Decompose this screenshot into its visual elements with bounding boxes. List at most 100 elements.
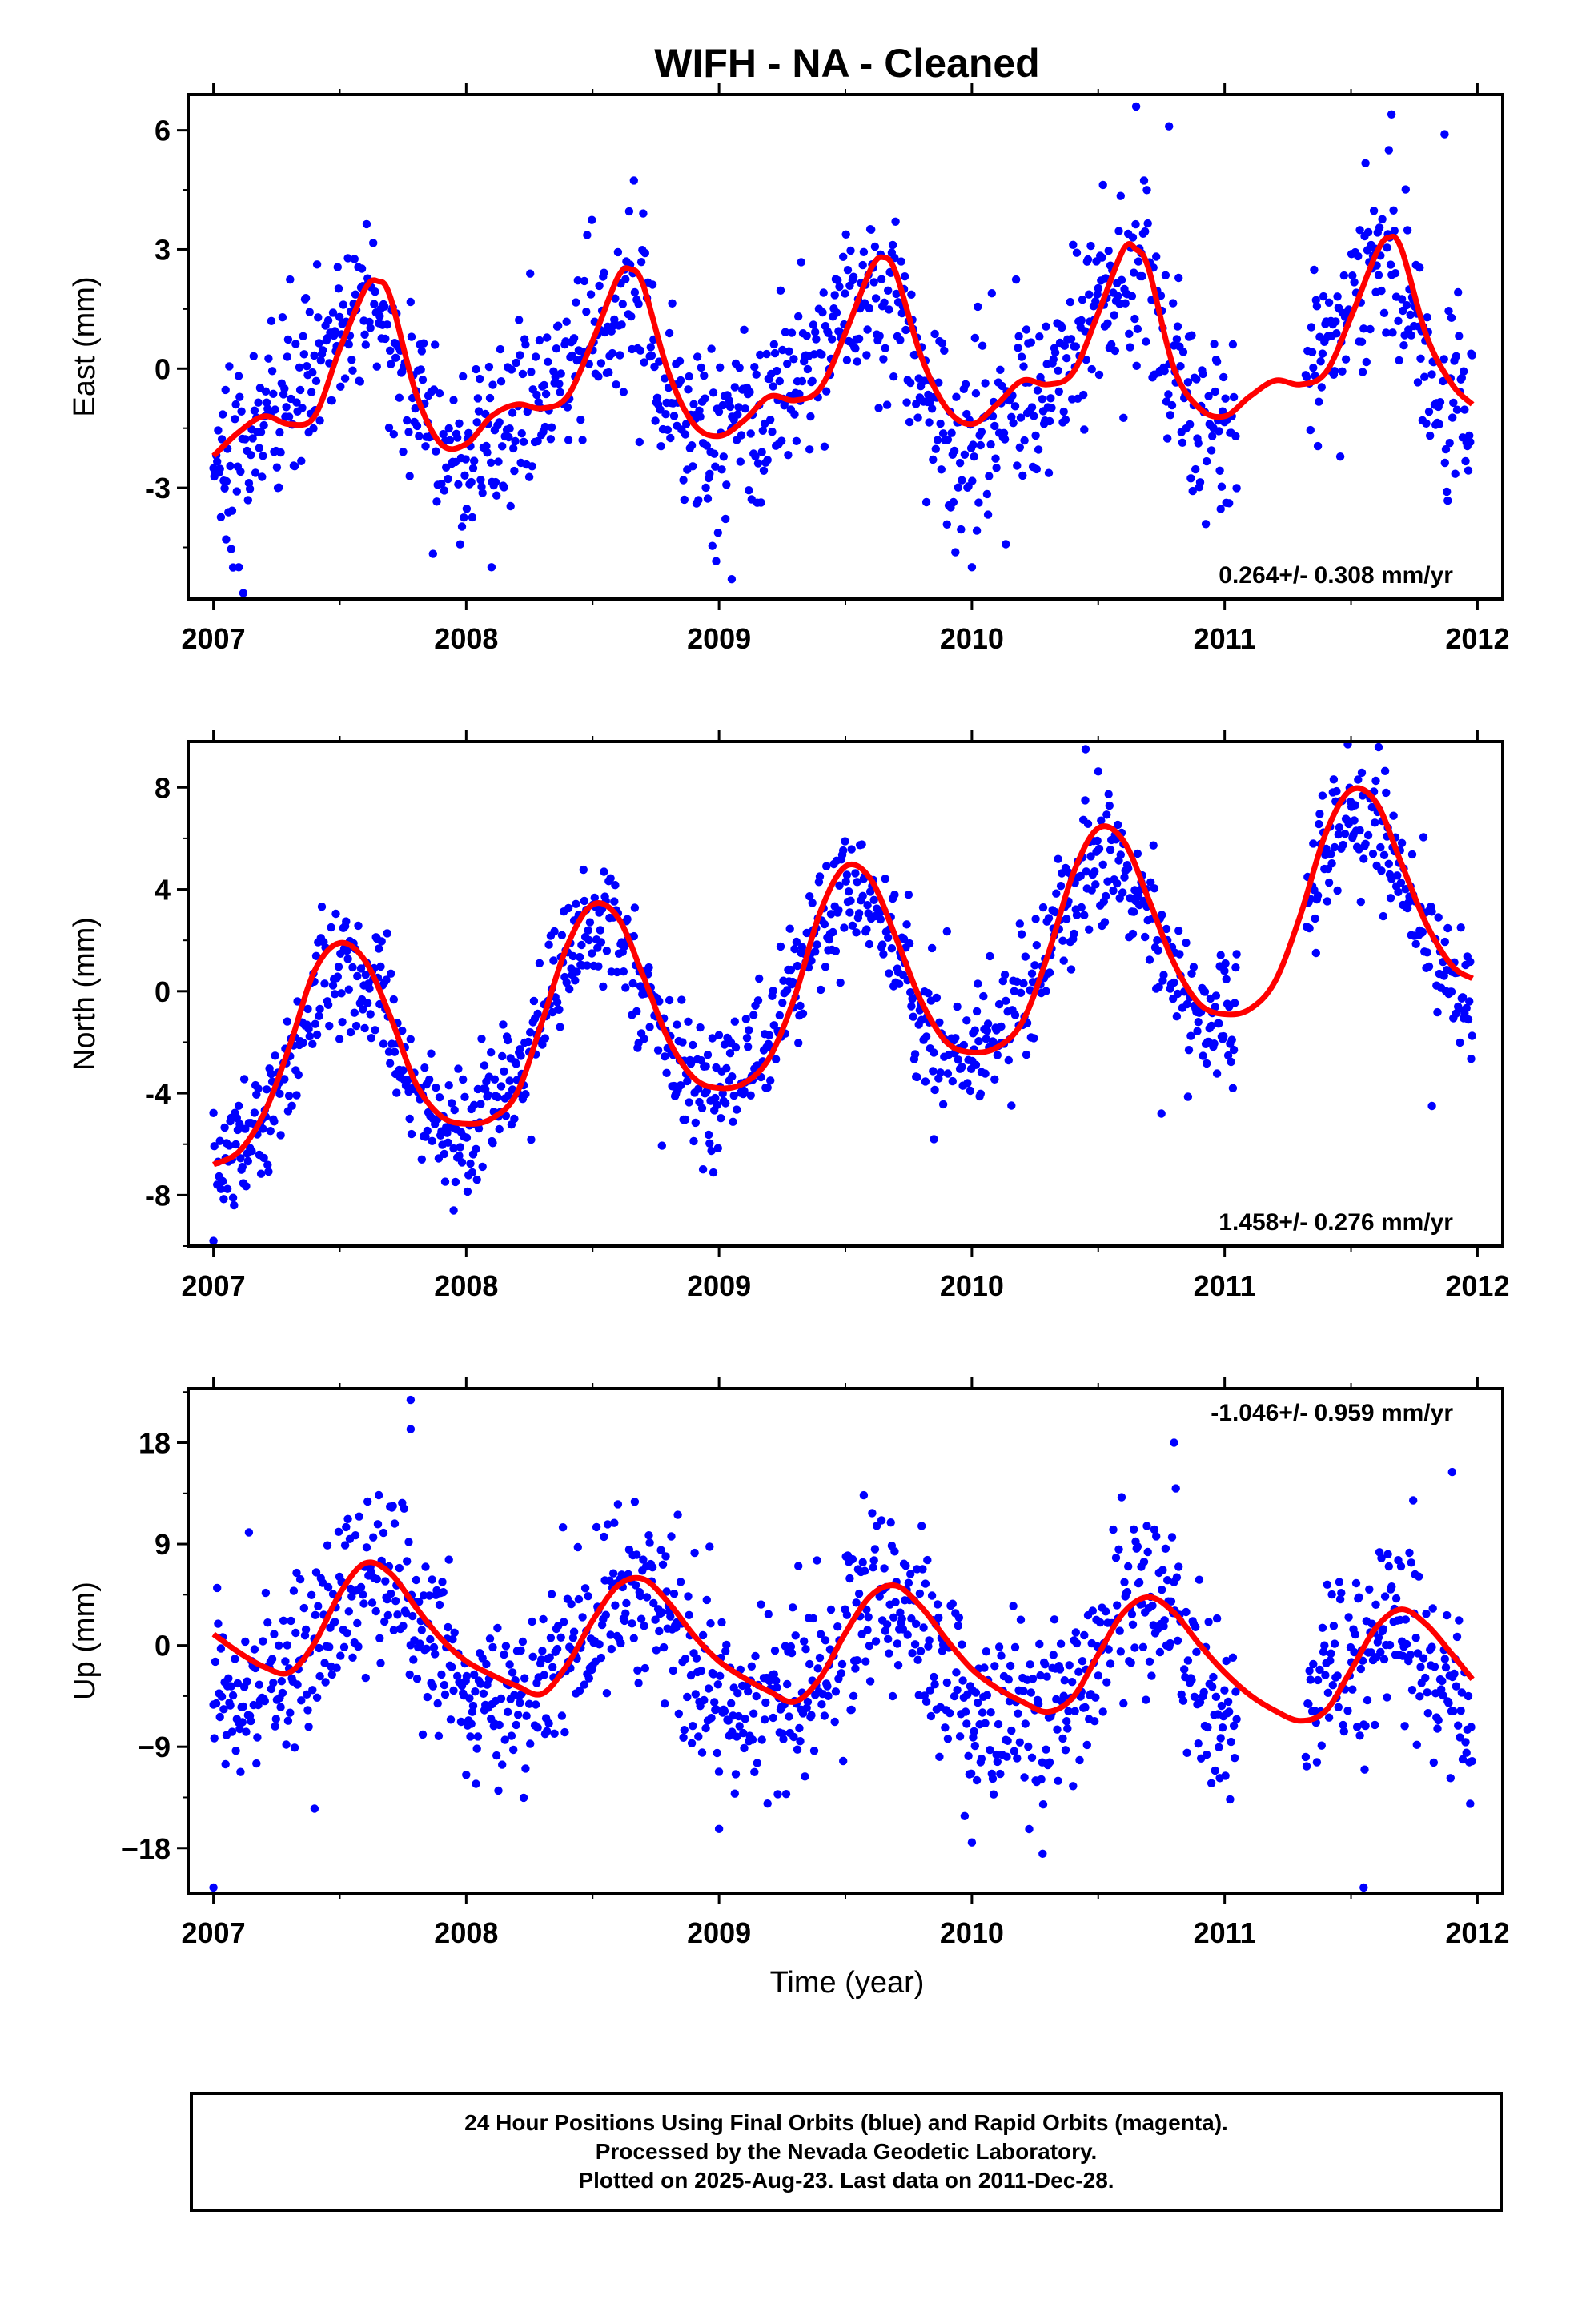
east-point	[516, 351, 524, 360]
up-point	[1231, 1754, 1239, 1763]
up-point	[261, 1588, 271, 1598]
up-point	[960, 1811, 970, 1820]
east-point	[843, 266, 853, 275]
east-point	[938, 339, 947, 348]
up-point	[1036, 1671, 1045, 1680]
north-point	[1377, 866, 1386, 875]
east-point	[507, 365, 516, 374]
east-point	[347, 356, 356, 364]
north-point	[331, 990, 339, 999]
up-point	[1413, 1649, 1423, 1658]
east-point	[702, 441, 711, 450]
north-point	[1032, 941, 1042, 950]
north-point	[516, 1045, 524, 1054]
north-point	[365, 984, 374, 993]
up-point	[986, 1708, 995, 1717]
east-point	[830, 291, 839, 300]
up-point	[1385, 1640, 1395, 1650]
north-point	[813, 940, 821, 949]
north-point	[562, 978, 571, 987]
north-point	[565, 984, 574, 994]
up-point	[860, 1566, 869, 1575]
east-point	[853, 357, 861, 366]
up-point	[656, 1546, 665, 1554]
up-point	[361, 1673, 370, 1683]
east-y-tick-label: -3	[145, 472, 171, 505]
east-point	[913, 413, 922, 422]
east-point	[1009, 419, 1018, 428]
up-point	[375, 1490, 383, 1500]
north-point	[1229, 1045, 1239, 1055]
north-point	[1215, 1019, 1223, 1028]
up-point	[658, 1560, 668, 1570]
up-point	[1319, 1647, 1328, 1656]
east-point	[1439, 376, 1447, 386]
north-point	[1066, 965, 1076, 974]
east-point	[1366, 324, 1375, 334]
up-point	[733, 1732, 741, 1741]
up-point	[837, 1669, 846, 1678]
east-point	[927, 404, 937, 413]
east-point	[1167, 400, 1177, 410]
north-point	[544, 940, 553, 949]
up-point	[1058, 1734, 1067, 1743]
east-point	[809, 320, 818, 329]
east-point	[217, 435, 227, 444]
north-y-tick-label: 4	[155, 874, 171, 907]
up-point	[1327, 1590, 1336, 1599]
east-point	[1441, 444, 1451, 454]
north-point	[673, 1020, 681, 1029]
up-point	[645, 1538, 654, 1547]
east-point	[1125, 329, 1134, 338]
north-point	[848, 921, 857, 931]
up-point	[801, 1645, 810, 1654]
east-point	[1307, 348, 1317, 356]
north-point	[1219, 1031, 1228, 1041]
east-point	[905, 417, 914, 427]
north-point	[538, 1040, 547, 1049]
up-point	[757, 1600, 765, 1609]
north-point	[585, 918, 595, 927]
up-point	[1401, 1615, 1411, 1624]
east-point	[942, 520, 952, 529]
up-point	[331, 1618, 339, 1626]
north-point	[820, 919, 829, 929]
east-point	[651, 416, 660, 425]
up-point	[986, 1746, 994, 1755]
north-point	[590, 893, 599, 903]
north-point	[1354, 775, 1363, 784]
north-point	[623, 915, 632, 923]
east-point	[492, 491, 501, 500]
north-point	[910, 1050, 920, 1059]
north-point	[798, 1009, 808, 1019]
up-point	[926, 1686, 935, 1695]
east-point	[462, 505, 472, 513]
north-point	[629, 931, 638, 941]
east-point	[792, 436, 801, 445]
up-point	[320, 1659, 329, 1667]
north-point	[267, 1069, 276, 1079]
east-point	[1026, 338, 1036, 347]
east-point	[961, 380, 970, 388]
north-point	[276, 1131, 285, 1140]
east-point	[759, 466, 769, 475]
east-point	[669, 412, 679, 420]
east-point	[842, 356, 852, 364]
east-point	[1374, 271, 1383, 279]
up-point	[315, 1643, 323, 1653]
up-point	[1150, 1525, 1159, 1534]
up-point	[1173, 1636, 1182, 1645]
up-point	[239, 1702, 248, 1711]
east-point	[1046, 394, 1055, 403]
north-point	[930, 1085, 939, 1095]
east-point	[472, 418, 481, 427]
east-point	[912, 400, 921, 408]
north-point	[462, 1133, 472, 1142]
east-point	[299, 350, 308, 359]
east-point	[303, 362, 311, 371]
up-point	[267, 1655, 277, 1663]
north-point	[392, 1088, 401, 1097]
north-point	[935, 1018, 944, 1027]
east-outlier-point	[1165, 122, 1174, 131]
